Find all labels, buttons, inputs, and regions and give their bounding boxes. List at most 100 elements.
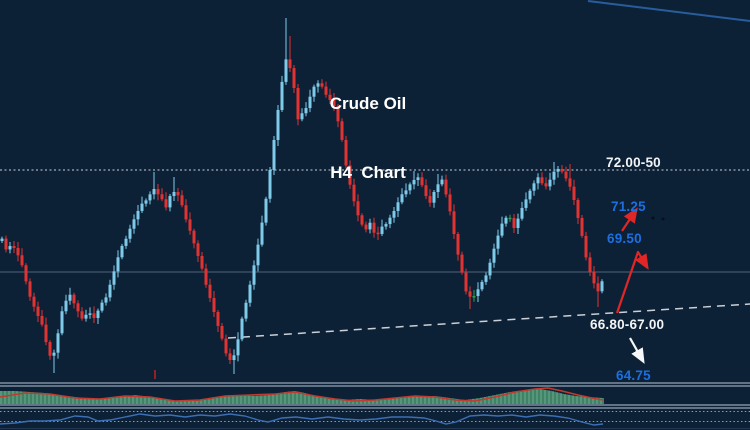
candle	[472, 290, 476, 302]
candle	[36, 301, 40, 322]
target-69-50-label: 69.50	[607, 231, 642, 246]
candle	[184, 199, 188, 223]
candle	[16, 242, 20, 262]
candle	[572, 179, 576, 205]
candle	[484, 272, 488, 285]
candle	[444, 174, 448, 198]
candle	[356, 194, 360, 222]
candle	[148, 191, 152, 205]
candle	[180, 190, 184, 208]
candle	[240, 316, 244, 342]
candle	[528, 188, 532, 204]
candle	[348, 160, 352, 189]
candle	[376, 226, 380, 240]
candle	[64, 294, 68, 315]
dot-mark	[651, 216, 655, 220]
candle	[284, 18, 288, 85]
candle	[44, 317, 48, 346]
candle	[464, 268, 468, 295]
candle	[212, 291, 216, 317]
candle	[280, 75, 284, 112]
candle	[512, 214, 516, 233]
candle	[344, 135, 348, 169]
candle	[516, 213, 520, 234]
candle	[268, 167, 272, 203]
candle	[436, 174, 440, 198]
candle	[300, 108, 304, 122]
candle	[160, 188, 164, 202]
candle	[208, 278, 212, 303]
candle	[536, 173, 540, 190]
candle	[496, 229, 500, 255]
candle	[340, 118, 344, 142]
candle	[372, 217, 376, 238]
candle	[596, 276, 600, 307]
candle	[80, 307, 84, 321]
indicator-histogram	[0, 389, 604, 404]
candle	[592, 266, 596, 289]
candle	[548, 172, 552, 191]
candle	[132, 214, 136, 234]
candle	[564, 166, 568, 182]
candle	[540, 172, 544, 186]
candle	[168, 194, 172, 212]
candle	[580, 214, 584, 238]
chart-title-symbol: Crude Oil	[329, 94, 407, 113]
candle	[60, 306, 64, 336]
candle	[412, 171, 416, 190]
candle	[264, 196, 268, 226]
candle	[144, 198, 148, 207]
candle	[100, 299, 104, 313]
candle	[428, 189, 432, 207]
candle	[48, 340, 52, 360]
chart-title-timeframe: H4 Chart	[330, 163, 406, 182]
candle	[272, 136, 276, 176]
candle	[316, 80, 320, 93]
target-64-75-label: 64.75	[616, 368, 651, 383]
candle	[112, 265, 116, 290]
candle	[568, 164, 572, 191]
candle	[500, 216, 504, 238]
candle	[560, 164, 564, 174]
projection-arrow-bounce	[615, 250, 649, 314]
candle	[296, 84, 300, 126]
candle	[88, 307, 92, 319]
candle	[420, 172, 424, 188]
projection-arrow-to-6475	[629, 337, 645, 364]
candle	[128, 224, 132, 243]
candle	[252, 260, 256, 290]
candle	[200, 251, 204, 271]
candle	[380, 219, 384, 236]
candle	[576, 198, 580, 224]
candle	[532, 180, 536, 196]
candle	[552, 162, 556, 185]
candle	[120, 243, 124, 260]
candle	[432, 190, 436, 208]
candle	[368, 218, 372, 234]
candle	[320, 79, 324, 89]
candle	[176, 188, 180, 202]
support-zone-label: 66.80-67.00	[590, 317, 665, 332]
candle	[220, 322, 224, 341]
candle	[384, 222, 388, 230]
candle	[460, 251, 464, 275]
candle	[424, 179, 428, 200]
candle	[116, 250, 120, 278]
candle	[104, 293, 108, 306]
candle	[396, 197, 400, 217]
candle	[276, 104, 280, 146]
candle	[140, 196, 144, 213]
candle	[288, 36, 292, 73]
candle	[292, 65, 296, 93]
candle	[52, 349, 56, 373]
candle	[308, 89, 312, 113]
candle	[336, 104, 340, 128]
candle	[388, 214, 392, 229]
candle	[488, 258, 492, 280]
candle	[216, 310, 220, 332]
candle	[40, 309, 44, 327]
candle	[304, 102, 308, 117]
target-71-25-label: 71.25	[611, 199, 646, 214]
candle	[12, 241, 16, 253]
